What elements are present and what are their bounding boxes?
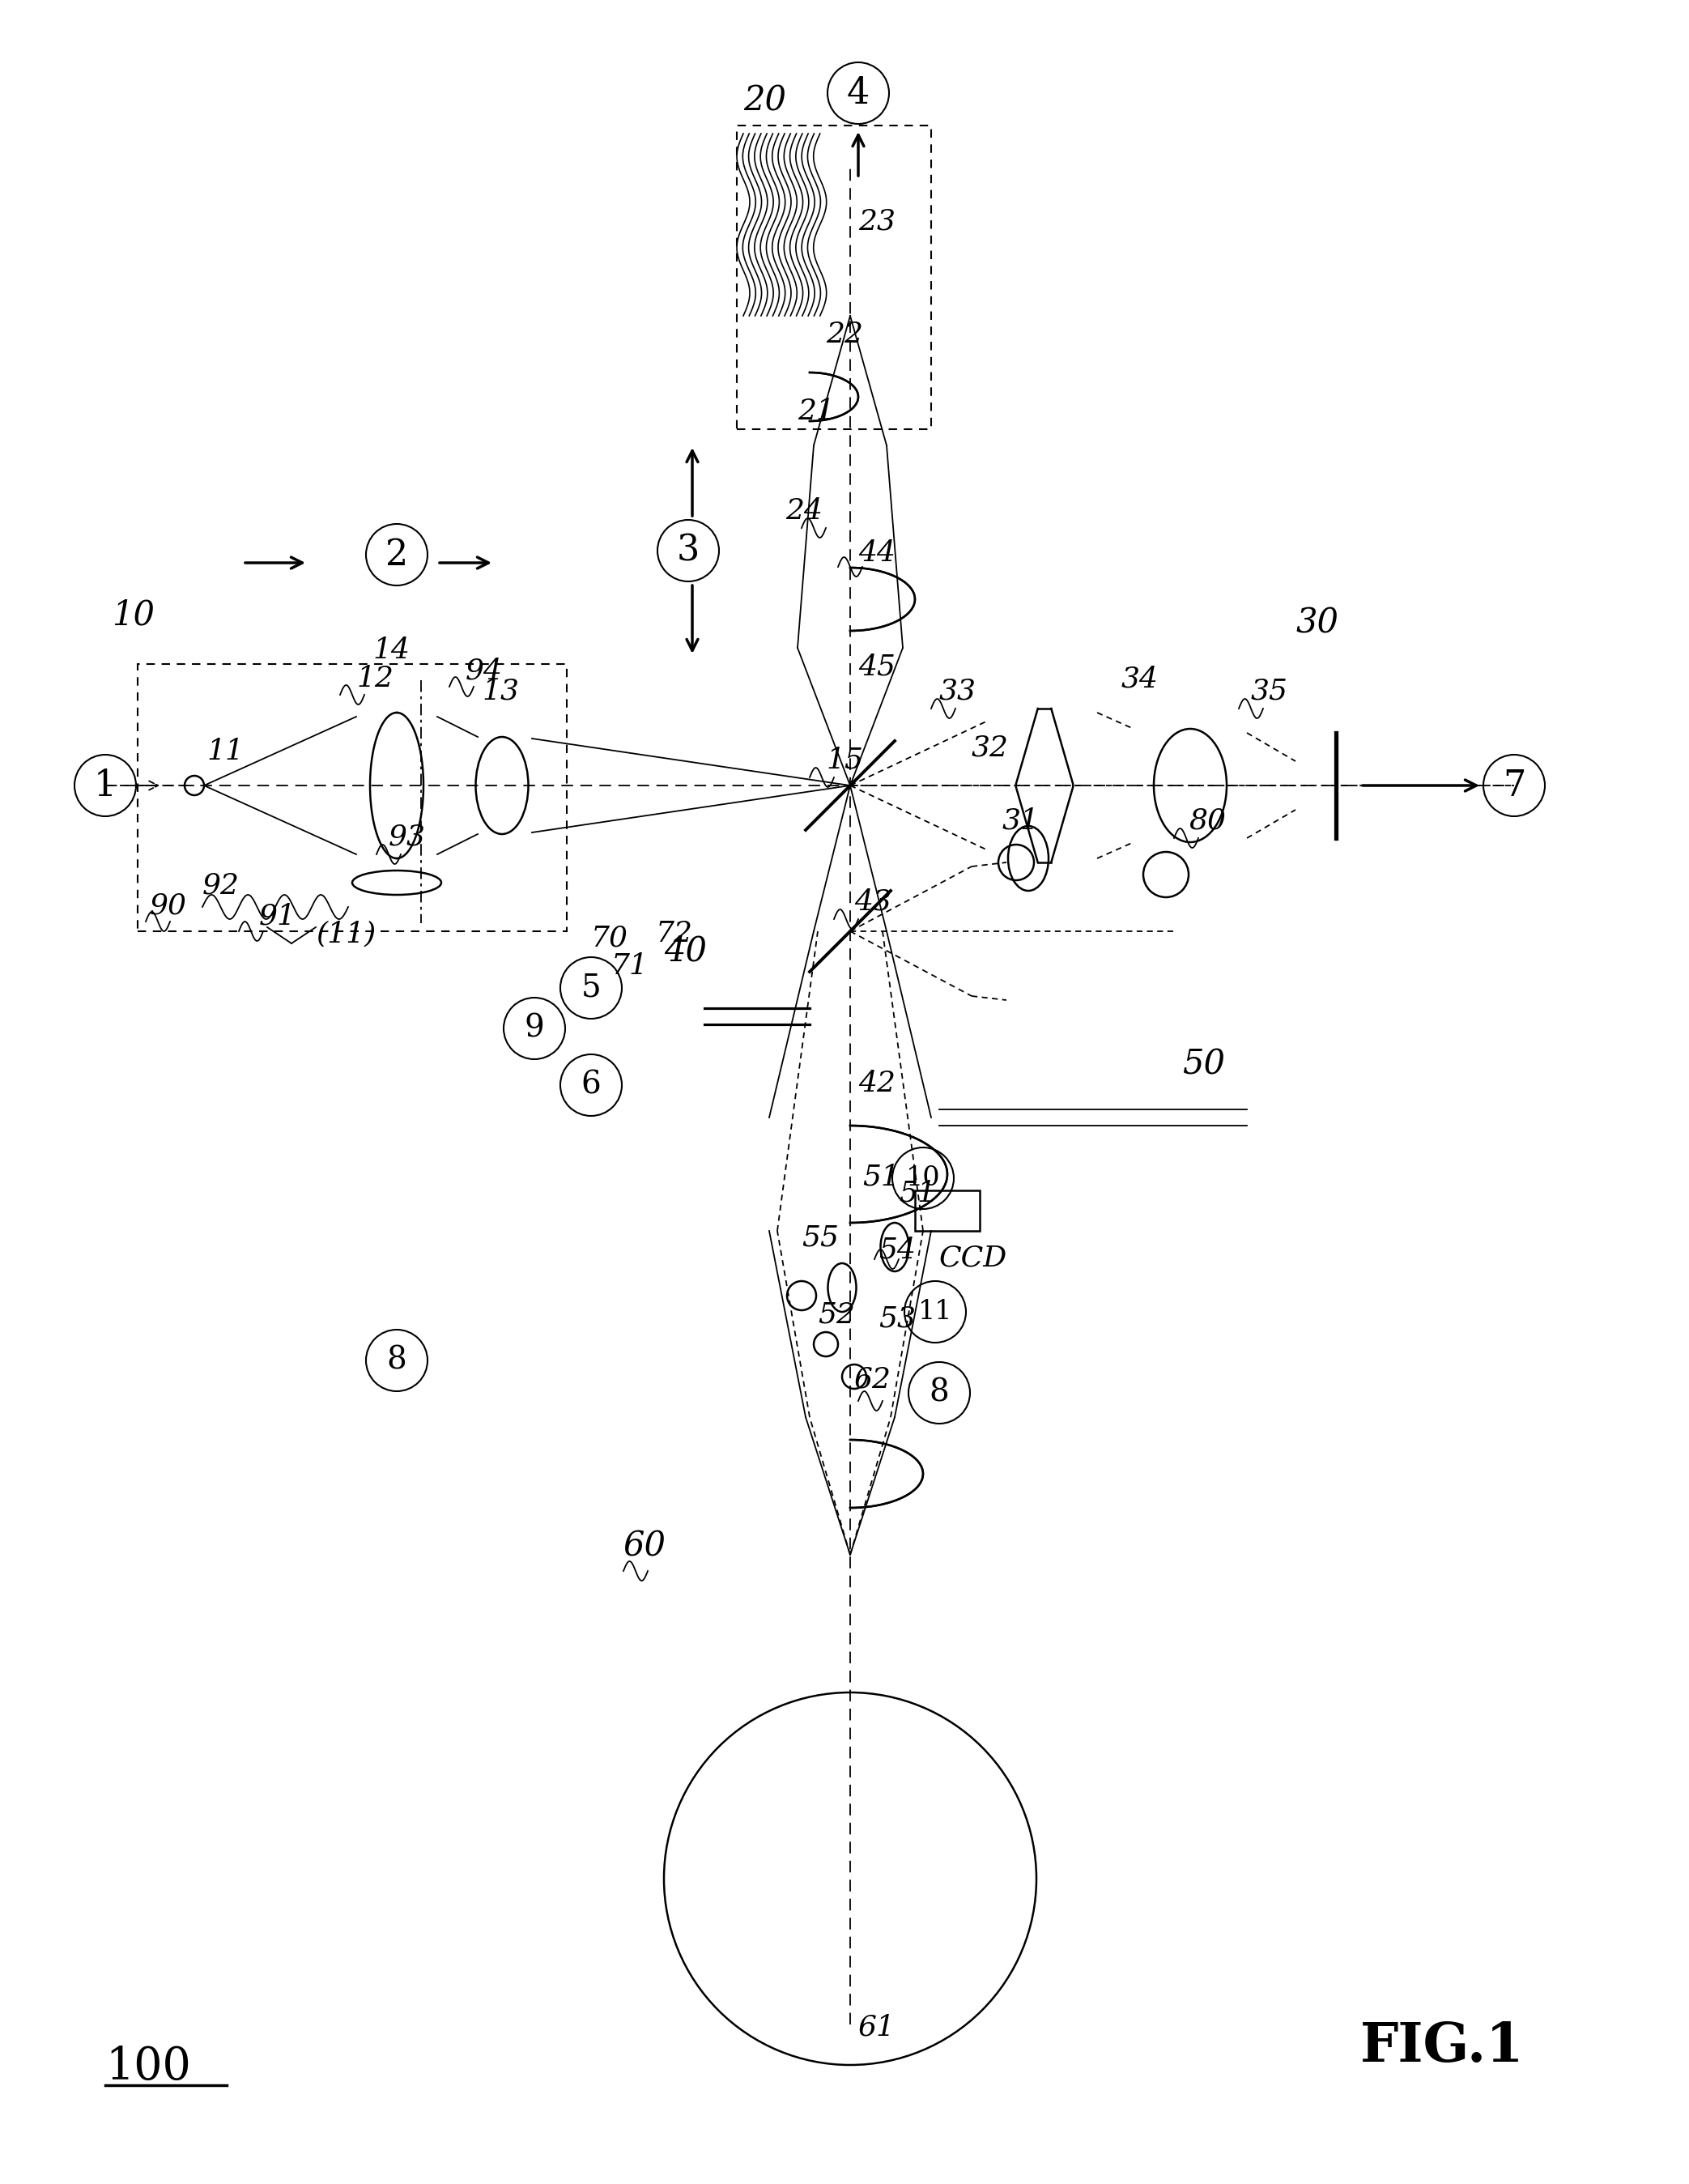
Text: 44: 44 [858, 539, 895, 568]
Text: 62: 62 [855, 1365, 892, 1393]
Text: 4: 4 [846, 76, 870, 111]
Text: 21: 21 [797, 397, 834, 426]
Text: 52: 52 [817, 1299, 855, 1328]
Text: 90: 90 [150, 891, 187, 919]
Text: 71: 71 [611, 952, 649, 981]
Text: 40: 40 [664, 935, 708, 968]
Text: 50: 50 [1182, 1046, 1225, 1081]
Text: 34: 34 [1121, 664, 1159, 692]
Text: 94: 94 [466, 657, 503, 684]
Text: 7: 7 [1503, 769, 1525, 804]
Text: 51: 51 [863, 1162, 900, 1190]
Text: 1: 1 [95, 769, 117, 804]
Text: 61: 61 [858, 2014, 895, 2040]
Text: 13: 13 [481, 677, 519, 705]
Text: 31: 31 [1002, 806, 1040, 834]
Text: 8: 8 [929, 1378, 949, 1409]
Text: 54: 54 [878, 1236, 915, 1262]
Text: 11: 11 [919, 1299, 953, 1326]
Text: 6: 6 [581, 1070, 601, 1101]
Text: 15: 15 [826, 745, 863, 773]
Text: 9: 9 [524, 1013, 544, 1044]
Text: 11: 11 [206, 738, 243, 764]
Text: 92: 92 [203, 871, 240, 900]
Text: 53: 53 [878, 1304, 915, 1332]
Bar [915, 1190, 980, 1232]
Text: 35: 35 [1252, 677, 1289, 705]
Text: (11): (11) [316, 919, 377, 948]
Text: 2: 2 [385, 537, 409, 572]
Text: FIG.1: FIG.1 [1360, 2020, 1523, 2073]
Text: 70: 70 [591, 924, 628, 952]
Text: 10: 10 [905, 1166, 941, 1190]
Text: 10: 10 [111, 598, 155, 631]
Text: 8: 8 [387, 1345, 407, 1376]
Text: 12: 12 [356, 664, 394, 692]
Text: 100: 100 [105, 2044, 191, 2090]
Text: 30: 30 [1295, 605, 1338, 640]
Text: 32: 32 [971, 734, 1008, 762]
Bar [736, 124, 931, 430]
Text: 43: 43 [855, 887, 892, 915]
Text: 42: 42 [858, 1070, 895, 1096]
Text: 60: 60 [623, 1529, 667, 1564]
Text: 72: 72 [655, 919, 692, 948]
Text: 5: 5 [581, 972, 601, 1002]
Text: CCD: CCD [939, 1245, 1007, 1271]
Text: 51: 51 [899, 1179, 936, 1206]
Text: 80: 80 [1189, 806, 1226, 834]
Text: 33: 33 [939, 677, 976, 705]
Text: 23: 23 [858, 207, 895, 236]
Text: 91: 91 [258, 902, 296, 930]
Text: 24: 24 [785, 498, 823, 524]
Text: 55: 55 [802, 1223, 839, 1251]
Text: 20: 20 [743, 83, 785, 118]
Text: 14: 14 [373, 636, 410, 664]
Text: 93: 93 [388, 823, 426, 850]
Text: 45: 45 [858, 653, 895, 679]
Bar [137, 664, 568, 930]
Text: 3: 3 [677, 533, 699, 568]
Text: 22: 22 [826, 321, 863, 347]
